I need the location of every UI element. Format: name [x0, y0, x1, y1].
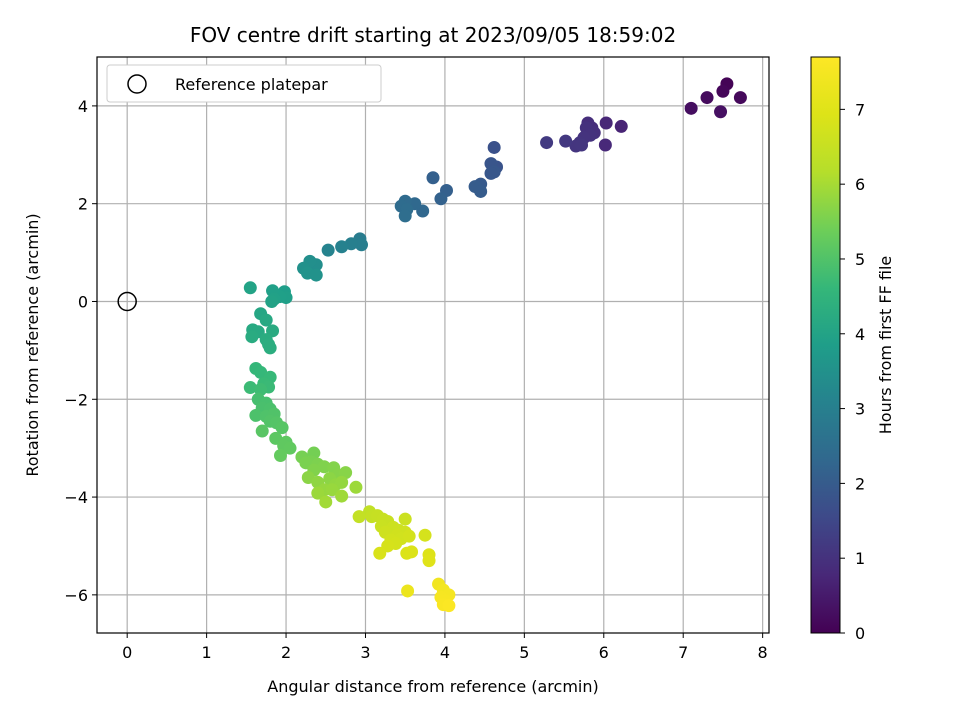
colorbar-tick-label: 4: [855, 325, 865, 344]
y-tick-label: 4: [78, 97, 88, 116]
data-point: [398, 209, 412, 223]
x-tick-label: 4: [440, 643, 450, 662]
data-point: [243, 381, 257, 395]
x-tick-label: 2: [281, 643, 291, 662]
legend-label: Reference platepar: [175, 75, 328, 94]
data-point: [319, 495, 333, 509]
data-point: [684, 101, 698, 115]
plot-frame: [96, 56, 770, 634]
x-tick-label: 8: [758, 643, 768, 662]
x-tick-label: 7: [678, 643, 688, 662]
legend-marker-icon: [127, 74, 147, 94]
data-points: [243, 77, 747, 613]
data-point: [339, 466, 353, 480]
data-point: [598, 138, 612, 152]
data-point: [487, 140, 501, 154]
data-point: [335, 489, 349, 503]
data-point: [484, 166, 498, 180]
data-point: [254, 382, 268, 396]
y-axis-label: Rotation from reference (arcmin): [23, 213, 42, 476]
data-point: [335, 475, 349, 489]
data-point: [283, 441, 297, 455]
data-point: [265, 294, 279, 308]
data-point: [321, 243, 335, 257]
data-point: [575, 138, 589, 152]
data-point: [401, 584, 415, 598]
data-point: [317, 460, 331, 474]
data-point: [355, 238, 369, 252]
data-point: [275, 421, 289, 435]
data-point: [249, 408, 263, 422]
legend: Reference platepar: [106, 64, 382, 103]
data-point: [422, 554, 436, 568]
x-tick-label: 0: [122, 643, 132, 662]
x-tick-label: 3: [360, 643, 370, 662]
data-point: [243, 281, 257, 295]
data-point: [700, 91, 714, 105]
colorbar-tick-label: 0: [855, 624, 865, 643]
colorbar-tick-label: 6: [855, 175, 865, 194]
data-point: [259, 313, 273, 327]
data-point: [405, 545, 419, 559]
legend-box: [106, 64, 382, 103]
data-point: [335, 240, 349, 254]
data-point: [263, 341, 277, 355]
data-point: [311, 486, 325, 500]
x-tick-label: 1: [202, 643, 212, 662]
data-point: [373, 546, 387, 560]
y-axis-ticks: −6 −4 −2 0 2 4: [64, 97, 97, 605]
data-point: [398, 512, 412, 526]
colorbar-label: Hours from first FF file: [876, 256, 895, 435]
data-point: [426, 171, 440, 185]
data-point: [716, 84, 730, 98]
colorbar-ticks: 0 1 2 3 4 5 6 7: [840, 100, 865, 643]
y-tick-label: −2: [64, 390, 88, 409]
data-point: [434, 192, 448, 206]
colorbar: 0 1 2 3 4 5 6 7 Hours from first FF file: [810, 56, 895, 643]
y-tick-label: −6: [64, 586, 88, 605]
data-point: [418, 528, 432, 542]
y-tick-label: 0: [78, 292, 88, 311]
data-point: [255, 424, 269, 438]
data-point: [273, 449, 287, 463]
data-point: [599, 116, 613, 130]
x-axis-ticks: 0 1 2 3 4 5 6 7 8: [122, 633, 768, 662]
data-point: [325, 483, 339, 497]
colorbar-tick-label: 1: [855, 549, 865, 568]
data-point: [733, 91, 747, 105]
data-point: [245, 330, 259, 344]
data-point: [474, 184, 488, 198]
x-axis-label: Angular distance from reference (arcmin): [267, 677, 598, 696]
x-tick-label: 5: [519, 643, 529, 662]
colorbar-tick-label: 7: [855, 100, 865, 119]
data-point: [614, 119, 628, 133]
reference-platepar-marker: [117, 291, 137, 312]
data-point: [714, 105, 728, 119]
chart-title: FOV centre drift starting at 2023/09/05 …: [190, 23, 676, 47]
grid-lines: [97, 57, 769, 633]
x-tick-label: 6: [599, 643, 609, 662]
data-point: [309, 268, 323, 282]
colorbar-tick-label: 5: [855, 250, 865, 269]
colorbar-gradient: [810, 56, 841, 634]
y-tick-label: −4: [64, 488, 88, 507]
data-point: [349, 480, 363, 494]
y-tick-label: 2: [78, 195, 88, 214]
colorbar-tick-label: 2: [855, 474, 865, 493]
data-point: [352, 510, 366, 524]
data-point: [540, 136, 554, 150]
data-point: [442, 599, 456, 613]
colorbar-tick-label: 3: [855, 400, 865, 419]
data-point: [402, 529, 416, 543]
data-point: [559, 134, 573, 148]
